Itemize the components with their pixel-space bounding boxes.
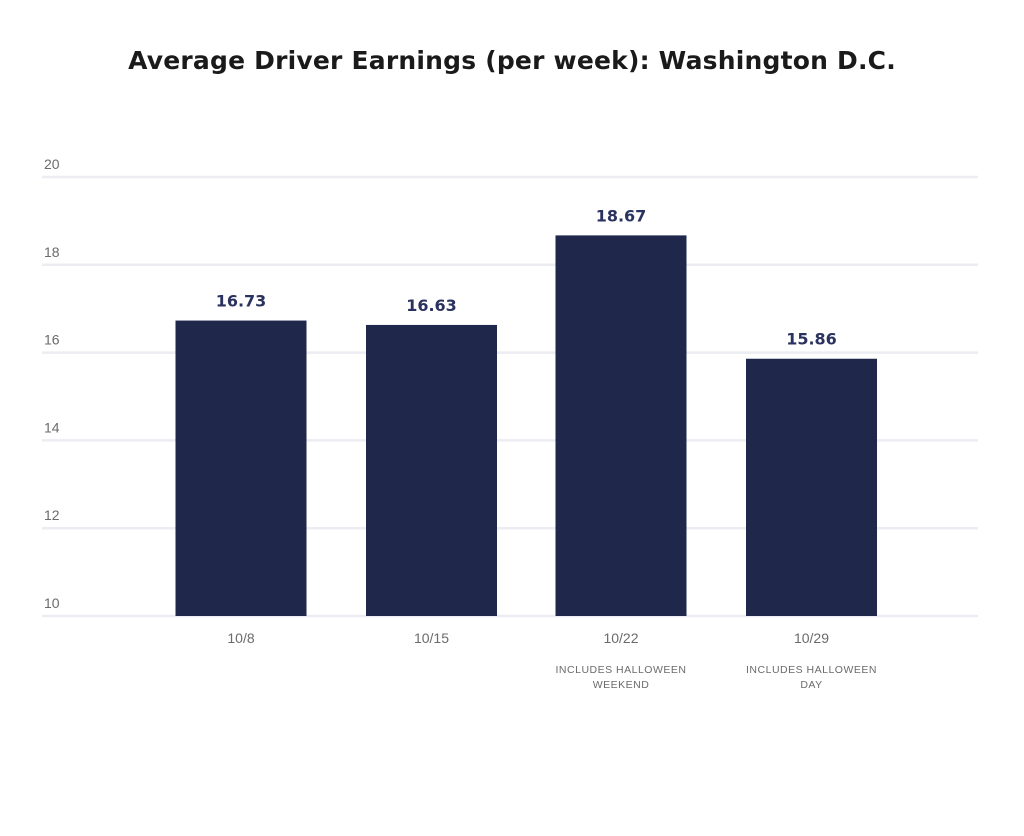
bar: [555, 235, 687, 616]
bars: [175, 235, 877, 616]
category-note: INCLUDES HALLOWEEN: [746, 664, 877, 676]
y-tick-label: 18: [44, 244, 60, 260]
category-note: INCLUDES HALLOWEEN: [556, 664, 687, 676]
bar: [746, 358, 877, 616]
bar: [175, 320, 307, 616]
data-label: 16.73: [216, 292, 267, 311]
category-note: WEEKEND: [593, 679, 650, 691]
category-note: DAY: [800, 679, 822, 691]
y-axis-ticks: 10 12 14 16 18 20: [44, 156, 60, 611]
x-tick-label: 10/8: [227, 630, 254, 646]
chart-title: Average Driver Earnings (per week): Wash…: [128, 46, 896, 75]
data-label: 16.63: [406, 296, 457, 315]
y-tick-label: 14: [44, 419, 60, 435]
data-label: 18.67: [596, 206, 647, 225]
data-label: 15.86: [786, 330, 837, 349]
y-tick-label: 20: [44, 156, 60, 172]
x-tick-label: 10/29: [794, 630, 829, 646]
y-tick-label: 16: [44, 332, 60, 348]
data-labels: 16.73 16.63 18.67 15.86: [216, 206, 837, 348]
x-tick-label: 10/22: [603, 630, 638, 646]
y-tick-label: 10: [44, 595, 60, 611]
x-axis-ticks: 10/8 10/15 10/22 10/29: [227, 630, 829, 646]
y-tick-label: 12: [44, 507, 60, 523]
bar: [366, 324, 497, 616]
x-tick-label: 10/15: [414, 630, 449, 646]
category-notes: INCLUDES HALLOWEEN WEEKEND INCLUDES HALLOW…: [556, 664, 877, 691]
